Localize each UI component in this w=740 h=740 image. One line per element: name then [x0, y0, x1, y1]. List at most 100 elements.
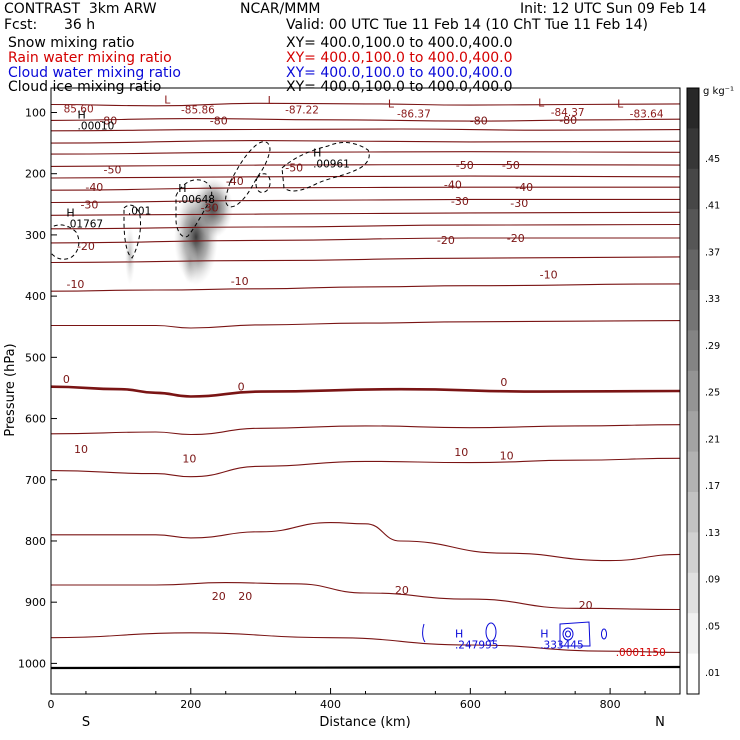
contour-label: -20: [437, 234, 455, 247]
contour-label: -20: [507, 232, 525, 245]
colorbar-swatch: [687, 209, 699, 251]
extremum-value: .247995: [455, 640, 498, 652]
x-tick-label: 0: [48, 698, 55, 711]
extremum-value: .01767: [66, 219, 103, 231]
colorbar-swatch: [687, 128, 699, 170]
extremum-marker: L: [538, 96, 545, 109]
colorbar-swatch: [687, 411, 699, 453]
legend-rain-label: Rain water mixing ratio: [8, 50, 172, 66]
temperature-contour: [51, 175, 680, 179]
colorbar-swatch: [687, 613, 699, 655]
colorbar-swatch: [687, 330, 699, 372]
extremum-value: .00961: [313, 159, 350, 171]
contour-label: 0: [63, 373, 70, 386]
contour-label: -40: [85, 181, 103, 194]
ice-contour: [255, 173, 271, 193]
temperature-contour: [51, 140, 680, 144]
ice-contours: [51, 141, 370, 260]
contour-label: -50: [285, 162, 303, 175]
colorbar-label: .41: [705, 201, 720, 212]
y-tick-label: 800: [25, 535, 46, 548]
contour-label: 20: [238, 590, 252, 603]
temperature-contour: [51, 385, 680, 398]
ice-contour: [51, 224, 80, 260]
y-tick-label: 200: [25, 168, 46, 181]
colorbar-label: .17: [705, 481, 720, 492]
y-tick-label: 600: [25, 413, 46, 426]
extremum-marker: H: [78, 109, 86, 122]
x-axis-title: Distance (km): [319, 715, 410, 730]
extremum-value: -85.86: [181, 105, 215, 117]
contour-label: -30: [451, 195, 469, 208]
extremum-marker: L: [164, 93, 171, 106]
contour-label: 10: [182, 452, 196, 465]
colorbar-swatch: [687, 290, 699, 331]
colorbar-label: .33: [705, 294, 720, 305]
contour-label: 10: [500, 449, 514, 462]
y-tick-label: 900: [25, 596, 46, 609]
chart-title: CONTRAST 3km ARW: [4, 1, 157, 17]
contour-label: -40: [226, 175, 244, 188]
contour-label: -40: [444, 179, 462, 192]
cloud-water-contour: [485, 622, 497, 642]
colorbar-label: .09: [705, 575, 720, 586]
extremum-value: .001: [128, 206, 151, 218]
temperature-contour: [51, 582, 680, 611]
ice-contour: [123, 204, 141, 259]
colorbar-swatch: [687, 249, 699, 291]
temperature-contour: [51, 198, 680, 204]
legend-rain-xy: XY= 400.0,100.0 to 400.0,400.0: [286, 50, 513, 66]
temperature-contour: [51, 211, 680, 216]
contour-label: -80: [470, 114, 488, 127]
cloud-water-contours: [422, 621, 607, 647]
extremum-marker: H: [66, 207, 74, 220]
colorbar-frame: [686, 87, 700, 695]
colorbar-unit: g kg⁻¹: [703, 86, 734, 97]
extremum-marker: L: [617, 98, 624, 111]
temperature-contour: [51, 256, 680, 264]
cloud-water-contour: [559, 621, 591, 647]
temperature-contour: [51, 186, 680, 191]
surface-line: [50, 665, 681, 670]
contour-label: -10: [540, 269, 558, 282]
south-label: S: [82, 715, 90, 730]
extremum-marker: H: [178, 182, 186, 195]
y-tick-label: 1000: [18, 657, 46, 670]
north-label: N: [655, 715, 665, 730]
extremum-value: 85.60: [64, 103, 94, 115]
contour-label: -10: [231, 275, 249, 288]
extremum-marker: H: [313, 147, 321, 160]
init-time: Init: 12 UTC Sun 09 Feb 14: [520, 1, 707, 17]
temperature-contour: [51, 522, 680, 562]
contour-label: 20: [579, 599, 593, 612]
y-axis-title: Pressure (hPa): [3, 343, 18, 436]
extremum-marker: H: [540, 628, 548, 641]
ice-contour: [281, 142, 370, 192]
y-tick-label: 500: [25, 351, 46, 364]
cloud-water-contour: [601, 628, 607, 640]
contour-label: -80: [99, 114, 117, 127]
legend-cloud-water-xy: XY= 400.0,100.0 to 400.0,400.0: [286, 65, 513, 81]
forecast-label: Fcst:: [4, 17, 38, 33]
colorbar-label: .05: [705, 621, 720, 632]
temperature-contour: [51, 151, 680, 155]
extremum-value: .0001150: [616, 647, 666, 659]
legend-cloud-ice-label: Cloud ice mixing ratio: [8, 79, 162, 95]
colorbar-label: .21: [705, 434, 720, 445]
extremum-marker: H: [455, 628, 463, 641]
temperature-contour: [51, 457, 680, 478]
contour-label: -40: [515, 181, 533, 194]
contour-label: -30: [80, 198, 98, 211]
colorbar-swatch: [687, 370, 699, 412]
y-tick-label: 700: [25, 474, 46, 487]
colorbar-swatch: [687, 492, 699, 533]
temperature-contour: [51, 424, 680, 436]
colorbar-swatch: [687, 451, 699, 493]
extremum-value: .00010: [78, 121, 115, 133]
forecast-hour: 36 h: [64, 17, 96, 33]
contour-label: -80: [559, 114, 577, 127]
cloud-water-contour: [562, 627, 574, 641]
contour-label: -50: [502, 159, 520, 172]
temperature-contour: [51, 632, 680, 653]
